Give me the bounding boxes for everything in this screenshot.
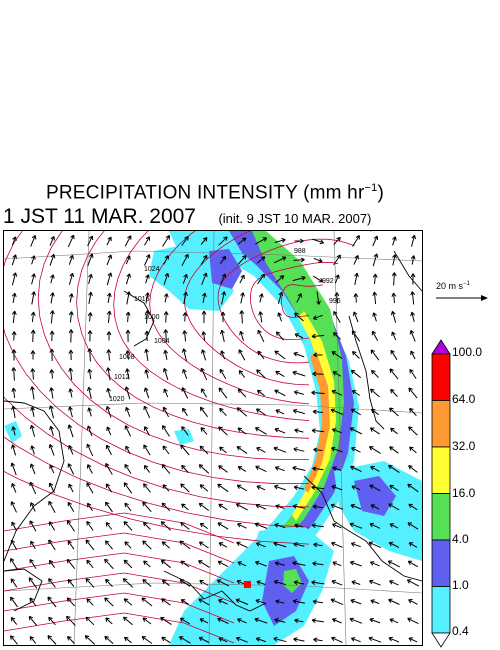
precip-layer <box>4 231 422 645</box>
isobar-line <box>281 284 323 318</box>
coastline <box>163 570 267 612</box>
colorbar-label-32: 32.0 <box>452 439 476 453</box>
wind-vector-layer <box>10 234 419 645</box>
colorbar-label-100: 100.0 <box>452 345 483 359</box>
isobar-line <box>4 592 235 624</box>
station-marker <box>244 581 251 588</box>
precip-patch-east-core <box>354 476 396 516</box>
isobar-line <box>4 470 310 545</box>
precip-band-extreme <box>304 351 330 493</box>
precip-patch-north-core <box>209 249 242 289</box>
isobar-line <box>4 612 235 644</box>
isobar-line <box>4 532 235 564</box>
isobar-line <box>113 231 310 421</box>
isobar-line <box>4 512 235 544</box>
colorbar-label-04: 0.4 <box>452 624 469 638</box>
colorbar-band-04-1 <box>431 586 451 634</box>
colorbar-label-64: 64.0 <box>452 392 476 406</box>
title-close: ) <box>377 182 384 204</box>
colorbar-band-16-32 <box>431 446 451 494</box>
isobar-label-1000: 1000 <box>144 314 160 321</box>
map-title: PRECIPITATION INTENSITY (mm hr−1) <box>0 182 430 204</box>
isobar-label-996: 996 <box>329 298 341 305</box>
coastline <box>348 315 385 430</box>
longitude-line <box>333 231 347 645</box>
isobar-line <box>4 552 235 584</box>
wind-scale-label: 20 m s−1 <box>436 281 470 291</box>
init-time: (init. 9 JST 10 MAR. 2007) <box>218 211 372 226</box>
colorbar-under-triangle <box>431 632 451 648</box>
colorbar-band-1-4 <box>431 539 451 587</box>
graticule-layer <box>4 231 422 645</box>
isobar-line <box>184 231 372 386</box>
isobar-line <box>4 572 235 604</box>
isobar-label-992: 992 <box>322 278 334 285</box>
latitude-line <box>4 582 422 594</box>
colorbar-over-triangle <box>431 339 451 355</box>
colorbar-label-4: 4.0 <box>452 532 469 546</box>
coastline <box>123 290 155 347</box>
valid-time: 1 JST 11 MAR. 2007 <box>3 205 196 228</box>
isobar-label-1016: 1016 <box>134 296 150 303</box>
weather-map: 988 992 996 1000 1004 1008 1012 1016 1020 1024 <box>3 230 423 646</box>
precip-band-intense <box>292 311 336 521</box>
isobar-label-1012: 1012 <box>114 374 130 381</box>
coastline <box>4 400 65 562</box>
map-canvas: 988 992 996 1000 1004 1008 1012 1016 1020 1024 <box>4 231 422 645</box>
time-row: 1 JST 11 MAR. 2007 (init. 9 JST 10 MAR. … <box>3 205 371 229</box>
latitude-line <box>4 250 422 262</box>
colorbar-band-64-100 <box>431 353 451 401</box>
wind-scale-arrow <box>436 295 488 301</box>
wind-scale-text: 20 m s <box>436 281 464 291</box>
coastline <box>303 475 422 582</box>
precip-patch-west <box>4 421 22 443</box>
isobar-label-988: 988 <box>294 248 306 255</box>
title-exponent: −1 <box>364 182 378 194</box>
isobar-label-1008: 1008 <box>119 354 135 361</box>
precip-patch-south-heavy <box>283 569 302 593</box>
longitude-line <box>73 231 90 645</box>
isobar-line <box>249 261 339 341</box>
colorbar-label-1: 1.0 <box>452 578 469 592</box>
coastline <box>4 568 43 612</box>
wind-scale-exponent: −1 <box>463 281 470 287</box>
isobar-line <box>76 231 310 439</box>
isobar-line <box>4 231 310 485</box>
isobar-line <box>37 231 310 461</box>
latitude-line <box>4 402 422 414</box>
contour-label-layer: 988 992 996 1000 1004 1008 1012 1016 1020 1024 <box>109 248 341 403</box>
isobar-line <box>4 436 310 528</box>
isobar-line <box>149 231 310 405</box>
precip-patch-center <box>174 429 194 445</box>
wind-vectors <box>10 234 419 645</box>
title-text: PRECIPITATION INTENSITY (mm hr <box>46 182 365 204</box>
isobar-label-1020: 1020 <box>109 396 125 403</box>
colorbar-label-16: 16.0 <box>452 486 476 500</box>
precip-colorbar <box>431 339 451 648</box>
colorbar-band-32-64 <box>431 400 451 448</box>
isobar-label-1004: 1004 <box>154 338 170 345</box>
isobar-label-1024: 1024 <box>144 266 160 273</box>
colorbar-band-4-16 <box>431 493 451 541</box>
coastline-layer <box>4 250 422 612</box>
coastline <box>393 250 422 292</box>
